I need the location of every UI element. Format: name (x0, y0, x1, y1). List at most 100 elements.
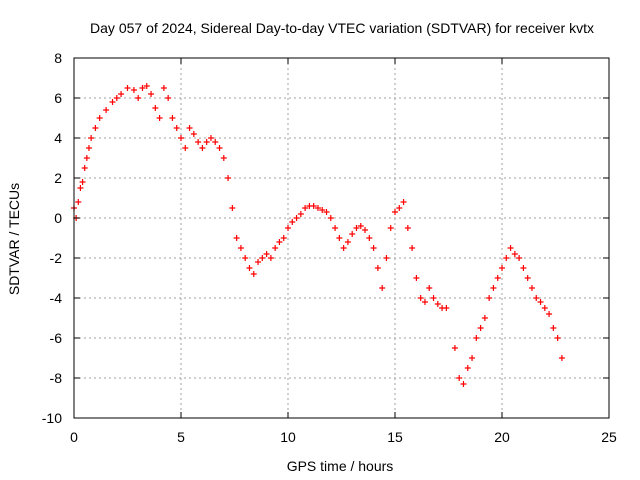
data-point (383, 255, 390, 261)
data-point (96, 115, 103, 121)
data-point (113, 95, 120, 101)
data-point (280, 235, 287, 241)
y-tick-label: 8 (54, 50, 62, 66)
data-point (173, 125, 180, 131)
data-point (443, 305, 450, 311)
data-point (289, 219, 296, 225)
data-point (456, 375, 463, 381)
y-tick-label: -10 (42, 410, 62, 426)
data-point (370, 245, 377, 251)
data-point (276, 239, 283, 245)
data-points (71, 83, 565, 387)
x-tick-label: 5 (177, 429, 185, 445)
data-point (400, 199, 407, 205)
plot-frame (73, 57, 610, 419)
data-point (546, 311, 553, 317)
x-tick-label: 15 (387, 429, 403, 445)
data-point (421, 299, 428, 305)
data-point (103, 107, 110, 113)
data-point (195, 139, 202, 145)
data-point (387, 225, 394, 231)
data-point (524, 275, 531, 281)
data-point (302, 205, 309, 211)
x-tick-label: 20 (494, 429, 510, 445)
y-tick-label: -6 (50, 330, 63, 346)
data-point (464, 365, 471, 371)
x-tick-label: 0 (70, 429, 78, 445)
data-point (340, 245, 347, 251)
data-point (255, 259, 262, 265)
data-point (148, 91, 155, 97)
data-point (190, 131, 197, 137)
data-point (293, 215, 300, 221)
data-point (349, 231, 356, 237)
data-point (124, 85, 131, 91)
data-point (404, 225, 411, 231)
data-point (250, 271, 257, 277)
data-point (541, 305, 548, 311)
data-point (379, 285, 386, 291)
data-point (481, 315, 488, 321)
data-point (486, 295, 493, 301)
data-point (327, 215, 334, 221)
data-point (499, 265, 505, 271)
data-point (528, 285, 535, 291)
data-point (344, 239, 351, 245)
data-point (413, 275, 420, 281)
data-point (242, 255, 249, 261)
data-point (392, 209, 398, 215)
data-point (477, 325, 484, 331)
data-point (79, 179, 86, 185)
data-point (156, 115, 163, 121)
data-point (216, 145, 223, 151)
data-point (353, 225, 360, 231)
data-point (297, 211, 304, 217)
data-point (516, 255, 523, 261)
data-point (323, 209, 330, 215)
data-point (212, 139, 219, 145)
data-point (332, 225, 339, 231)
data-point (473, 335, 480, 341)
axis-ticks: 0 5 10 15 20 25 -10 -8 -6 -4 -2 0 2 4 6 8 (42, 50, 617, 445)
y-tick-label: 6 (54, 90, 62, 106)
data-point (165, 95, 172, 101)
data-point (130, 87, 137, 93)
data-point (246, 265, 253, 271)
data-point (75, 199, 82, 205)
data-point (285, 225, 291, 231)
y-tick-label: 0 (54, 210, 62, 226)
data-point (537, 299, 544, 305)
data-point (533, 295, 540, 301)
data-point (460, 381, 467, 387)
data-point (272, 245, 279, 251)
data-point (203, 139, 210, 145)
data-point (336, 235, 343, 241)
data-point (152, 105, 159, 111)
data-point (92, 125, 99, 131)
data-point (366, 235, 373, 241)
data-point (554, 335, 561, 341)
data-point (417, 295, 424, 301)
data-point (186, 125, 193, 131)
data-point (430, 295, 437, 301)
data-point (160, 85, 167, 91)
data-point (396, 205, 403, 211)
data-point (109, 99, 116, 105)
y-tick-label: -4 (50, 290, 63, 306)
data-point (225, 175, 232, 181)
chart-title: Day 057 of 2024, Sidereal Day-to-day VTE… (90, 20, 594, 36)
x-tick-label: 25 (601, 429, 617, 445)
data-point (550, 325, 557, 331)
data-point (199, 145, 206, 151)
data-point (207, 135, 214, 141)
data-point (233, 235, 240, 241)
data-point (263, 251, 270, 257)
data-point (374, 265, 381, 271)
data-point (182, 145, 189, 151)
data-point (135, 95, 142, 101)
data-point (88, 135, 95, 141)
data-point (507, 245, 514, 251)
data-point (469, 355, 476, 361)
data-point (118, 91, 125, 97)
y-axis-label: SDTVAR / TECUs (6, 183, 22, 295)
